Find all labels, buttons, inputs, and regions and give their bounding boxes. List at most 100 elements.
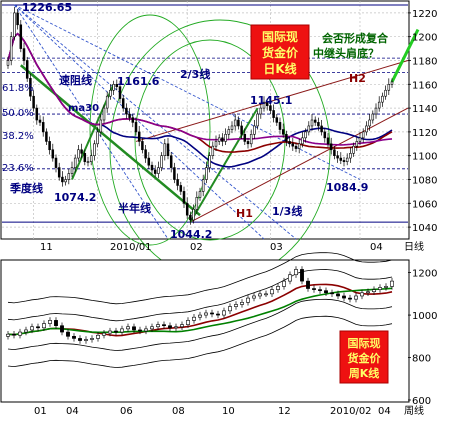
daily-badge-line2: 货金价 bbox=[262, 45, 299, 60]
daily-candle-up bbox=[304, 131, 307, 139]
daily-badge-line1: 国际现 bbox=[262, 30, 298, 44]
weekly-candle-up bbox=[252, 295, 256, 299]
daily-candle-up bbox=[361, 131, 365, 139]
weekly-y-axis: 600 800 1000 1200 bbox=[408, 269, 437, 407]
fib-label-500: 50.0% bbox=[2, 108, 34, 119]
weekly-y-tick-label: 1200 bbox=[412, 269, 437, 280]
daily-candle-down bbox=[320, 125, 323, 133]
weekly-candle-up bbox=[30, 326, 34, 331]
weekly-x-tick-label: 06 bbox=[120, 406, 133, 417]
daily-candle-down bbox=[240, 125, 243, 135]
daily-candle-down bbox=[45, 131, 48, 142]
label-ma30: ma30 bbox=[68, 103, 99, 114]
daily-candle-up bbox=[381, 95, 384, 103]
daily-candle-up bbox=[67, 173, 71, 180]
daily-candle-up bbox=[157, 167, 160, 174]
speed-fan-line bbox=[14, 4, 265, 240]
daily-candle-down bbox=[147, 157, 151, 166]
price-label-retrace-high: 1161.6 bbox=[117, 75, 160, 88]
weekly-candle-up bbox=[360, 292, 364, 297]
daily-candle-down bbox=[22, 48, 26, 61]
daily-candle-up bbox=[345, 157, 349, 162]
daily-candle-down bbox=[121, 98, 125, 109]
daily-candle-down bbox=[291, 143, 295, 147]
daily-y-axis: 1040 1060 1080 1100 1120 1140 1160 1180 1200 1220 bbox=[408, 9, 437, 234]
daily-y-tick-label: 1180 bbox=[412, 57, 437, 68]
daily-candle-down bbox=[179, 185, 183, 192]
weekly-candle-up bbox=[282, 280, 286, 287]
daily-candle-down bbox=[329, 143, 333, 151]
weekly-x-tick-label: 04 bbox=[66, 406, 79, 417]
daily-candle-down bbox=[317, 122, 320, 127]
weekly-badge-line1: 国际现 bbox=[348, 336, 381, 350]
daily-candle-up bbox=[93, 143, 96, 157]
daily-candle-up bbox=[9, 36, 13, 61]
daily-candle-down bbox=[182, 191, 186, 204]
daily-candle-down bbox=[288, 141, 291, 145]
weekly-candle-up bbox=[102, 332, 106, 336]
daily-candle-up bbox=[387, 84, 391, 91]
daily-candle-down bbox=[57, 167, 61, 178]
daily-badge-line3: 日K线 bbox=[263, 61, 296, 76]
daily-candle-down bbox=[313, 119, 317, 123]
projection-line bbox=[390, 28, 420, 83]
daily-candle-up bbox=[390, 81, 394, 85]
daily-candle-down bbox=[16, 12, 19, 26]
daily-candle-up bbox=[211, 145, 215, 156]
daily-candle-up bbox=[99, 119, 103, 133]
daily-y-tick-label: 1080 bbox=[412, 176, 437, 187]
label-speed-line: 速阻线 bbox=[59, 73, 92, 87]
daily-candle-down bbox=[173, 167, 176, 180]
weekly-candle-down bbox=[324, 290, 328, 294]
daily-candles bbox=[6, 6, 394, 225]
price-label-high: 1226.65 bbox=[22, 1, 72, 14]
weekly-candle-down bbox=[318, 289, 322, 291]
label-half-year: 半年线 bbox=[118, 201, 151, 215]
green-up-trend bbox=[189, 107, 259, 223]
weekly-x-tick-label: 10 bbox=[222, 406, 235, 417]
daily-candle-down bbox=[128, 113, 131, 118]
daily-candle-down bbox=[141, 141, 144, 151]
daily-candle-up bbox=[355, 141, 359, 147]
daily-candle-up bbox=[365, 125, 368, 133]
weekly-candle-up bbox=[90, 338, 94, 340]
daily-candle-down bbox=[83, 153, 87, 162]
daily-candle-down bbox=[272, 110, 275, 118]
daily-candle-up bbox=[253, 125, 256, 135]
daily-candle-up bbox=[201, 179, 205, 192]
daily-x-tick-label: 11 bbox=[40, 242, 53, 253]
weekly-inner-band-upper bbox=[7, 269, 393, 322]
weekly-candle-down bbox=[210, 312, 214, 315]
trend-line-h1 bbox=[190, 107, 409, 223]
weekly-candle-up bbox=[390, 280, 394, 287]
daily-candle-up bbox=[352, 145, 355, 154]
fan-arc bbox=[89, 14, 211, 246]
daily-candle-down bbox=[294, 145, 298, 149]
daily-badge-box bbox=[250, 24, 310, 80]
daily-candle-up bbox=[310, 119, 314, 127]
daily-candle-up bbox=[105, 95, 109, 109]
weekly-x-tick-label: 周线 bbox=[404, 404, 424, 417]
weekly-y-tick-label: 1000 bbox=[412, 311, 437, 322]
daily-candle-up bbox=[109, 89, 112, 97]
daily-candle-up bbox=[6, 60, 10, 66]
fib-label-236: 23.6% bbox=[2, 163, 34, 174]
green-down-trend bbox=[19, 64, 201, 217]
daily-candle-up bbox=[70, 167, 74, 174]
daily-candle-up bbox=[163, 143, 167, 157]
daily-overlays bbox=[2, 4, 420, 281]
weekly-candle-up bbox=[156, 324, 160, 328]
weekly-candle-up bbox=[264, 293, 268, 296]
daily-candle-down bbox=[54, 157, 58, 168]
daily-candle-down bbox=[189, 214, 192, 221]
daily-candle-down bbox=[342, 160, 346, 162]
daily-x-axis: 11 2010/01 02 03 04 日线 bbox=[40, 240, 424, 253]
daily-candle-down bbox=[339, 157, 343, 161]
label-one-third: 1/3线 bbox=[272, 204, 302, 218]
daily-y-tick-label: 1200 bbox=[412, 33, 437, 44]
daily-candle-up bbox=[358, 137, 362, 142]
weekly-candles bbox=[6, 266, 394, 344]
daily-candle-up bbox=[233, 119, 237, 127]
weekly-candle-up bbox=[18, 331, 22, 336]
daily-candle-down bbox=[281, 129, 285, 135]
